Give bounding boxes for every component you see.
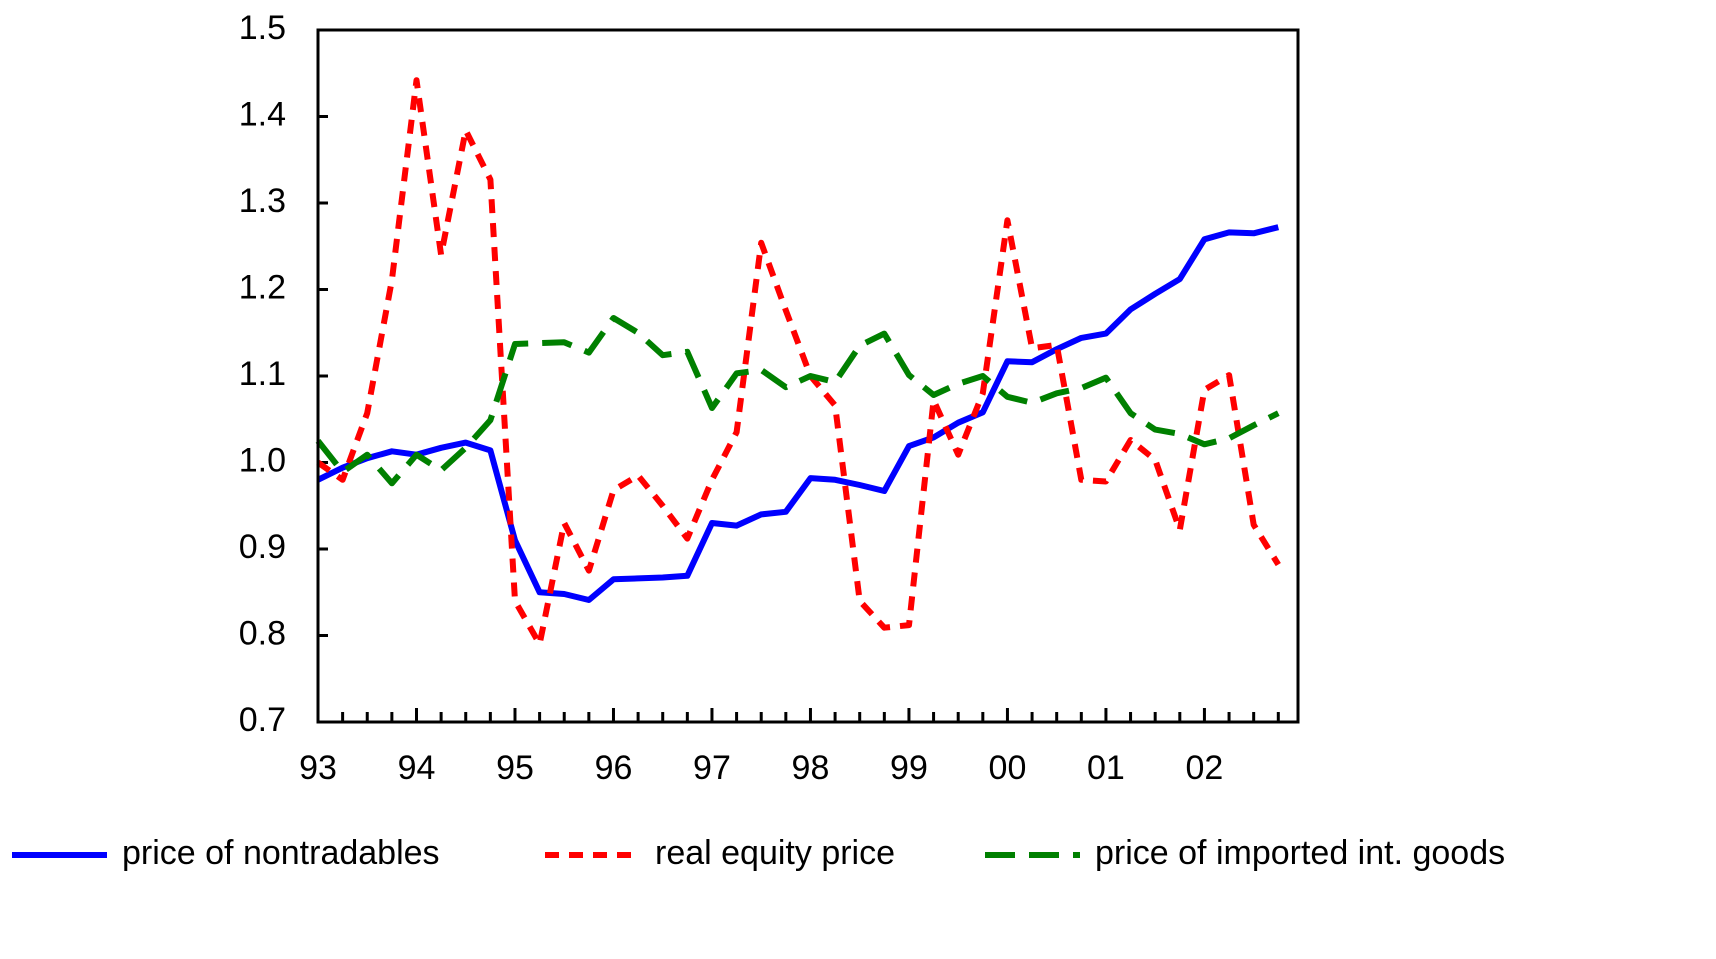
legend-label: price of imported int. goods bbox=[1095, 834, 1505, 872]
y-tick-label: 1.5 bbox=[239, 9, 286, 47]
series-line bbox=[316, 224, 1280, 603]
y-tick-label: 1.0 bbox=[239, 441, 286, 479]
y-tick-label: 0.7 bbox=[239, 701, 286, 739]
x-tick-label: 99 bbox=[890, 749, 928, 787]
y-tick-label: 1.2 bbox=[239, 268, 286, 306]
x-tick-label: 97 bbox=[693, 749, 731, 787]
x-tick-label: 93 bbox=[299, 749, 337, 787]
x-tick-label: 94 bbox=[398, 749, 436, 787]
x-tick-label: 00 bbox=[989, 749, 1027, 787]
y-tick-label: 0.8 bbox=[239, 614, 286, 652]
plot-frame bbox=[316, 28, 1300, 724]
x-tick-label: 96 bbox=[595, 749, 633, 787]
x-tick-label: 98 bbox=[792, 749, 830, 787]
x-tick-label: 02 bbox=[1186, 749, 1224, 787]
x-tick-label: 95 bbox=[496, 749, 534, 787]
y-tick-label: 1.3 bbox=[239, 182, 286, 220]
legend-label: real equity price bbox=[655, 834, 895, 872]
x-tick-label: 01 bbox=[1087, 749, 1125, 787]
y-tick-label: 1.1 bbox=[239, 355, 286, 393]
y-tick-label: 0.9 bbox=[239, 528, 286, 566]
y-tick-label: 1.4 bbox=[239, 95, 286, 133]
series-line bbox=[316, 77, 1281, 648]
legend-label: price of nontradables bbox=[122, 834, 440, 872]
series-line bbox=[315, 315, 1280, 487]
